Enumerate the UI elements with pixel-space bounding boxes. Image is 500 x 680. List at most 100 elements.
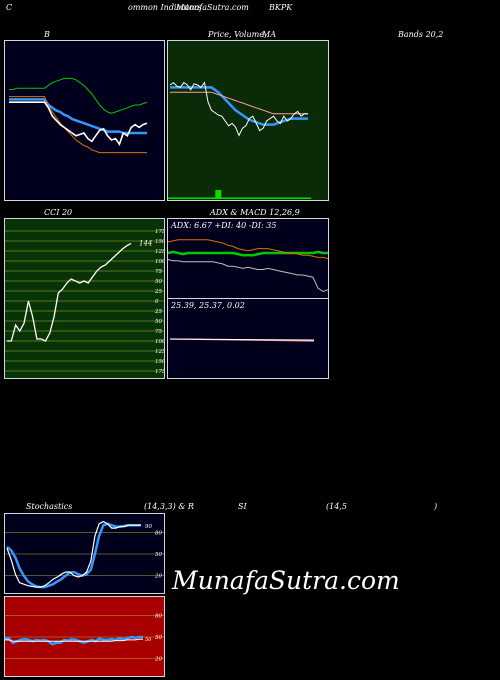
rsi-last-label: 50: [145, 637, 152, 643]
volume-bar: [260, 197, 267, 199]
series-line-green: [9, 77, 148, 114]
volume-bar: [201, 197, 208, 199]
stoch-tick-label: 80: [155, 530, 162, 536]
volume-bar: [194, 197, 201, 199]
bb-title: B: [44, 30, 50, 39]
rsi-panel: 80 50 20 50: [4, 596, 165, 677]
stoch-panel: 80 50 20 90: [4, 513, 165, 594]
macd-line: [169, 338, 315, 341]
cci-tick-label: 150: [155, 359, 164, 365]
bb-chart: [9, 77, 148, 154]
stoch-tick-label: 20: [154, 574, 162, 580]
adx-label: ADX: 6.67 +DI: 40 -DI: 35: [171, 221, 277, 230]
volume-bar: [211, 197, 218, 199]
volume-bar: [198, 197, 204, 199]
header-symbol: BKPK: [269, 3, 293, 12]
volume-bar: [215, 190, 222, 199]
cci-tick-label: 100: [155, 259, 164, 265]
rsi-tick-label: 20: [154, 657, 162, 663]
header-left: C: [6, 3, 13, 12]
volume-bar: [208, 197, 215, 199]
cci-last-label: 144: [139, 239, 152, 247]
volume-bar: [242, 197, 249, 199]
volume-bar: [205, 197, 211, 199]
cci-title: CCI 20: [44, 208, 73, 217]
cci-tick-label: 100: [155, 339, 164, 345]
price-chart: [168, 81, 311, 199]
volume-bar: [256, 197, 263, 199]
macd-label: 25.39, 25.37, 0.02: [171, 301, 245, 310]
volume-bar: [270, 197, 277, 199]
cci-tick-label: 125: [155, 249, 164, 255]
volume-bar: [236, 197, 242, 199]
volume-bar: [277, 197, 284, 199]
volume-bar: [249, 197, 256, 199]
cci-chart: 1751501251007550250255075100125150175144: [5, 229, 164, 375]
cci-tick-label: 50: [155, 319, 162, 325]
stoch-title: Stochastics: [26, 502, 73, 511]
series-line-blue: [170, 86, 308, 126]
bb-panel: [4, 40, 165, 201]
stoch-tick-label: 50: [155, 552, 162, 558]
volume-bar: [180, 197, 187, 199]
watermark: MunafaSutra.com: [172, 566, 400, 595]
series-line-blue: [5, 635, 143, 646]
volume-bar: [263, 197, 270, 199]
series-line-blue: [9, 98, 147, 135]
header-site: MunafaSutra.com: [176, 3, 249, 12]
adx-title: ADX & MACD 12,26,9: [210, 208, 300, 217]
cci-tick-label: 25: [154, 289, 162, 295]
series-line-white: [169, 81, 308, 137]
volume-bar: [229, 197, 236, 199]
rsi-close: ): [434, 502, 438, 511]
volume-bar: [239, 197, 246, 199]
stoch-params: (14,3,3) & R: [144, 502, 194, 511]
cci-tick-label: 175: [155, 229, 164, 235]
volume-bar: [287, 197, 294, 199]
cci-tick-label: 125: [155, 349, 164, 355]
volume-bar: [187, 197, 194, 199]
volume-bar: [177, 197, 184, 199]
series-line-+DI: [168, 250, 328, 257]
volume-bar: [267, 197, 273, 199]
volume-bar: [280, 197, 287, 199]
series-line-white: [7, 242, 132, 342]
series-line-ADX: [168, 259, 328, 293]
series-line-blue: [6, 522, 141, 589]
series-line--DI: [168, 239, 328, 259]
cci-tick-label: 50: [155, 279, 162, 285]
volume-bar: [291, 197, 298, 199]
volume-bar: [191, 197, 198, 199]
volume-bar: [298, 197, 305, 199]
ma-title: MA: [262, 30, 276, 39]
stoch-chart: 80 50 20 90: [5, 520, 164, 589]
series-line-white: [5, 638, 143, 642]
series-line-pink: [170, 91, 308, 115]
volume-bar: [225, 197, 232, 199]
macd-panel: 25.39, 25.37, 0.02: [167, 298, 329, 379]
rsi-chart: 80 50 20 50: [5, 613, 164, 663]
volume-bar: [305, 197, 311, 199]
series-line-orange: [9, 96, 147, 154]
volume-bar: [253, 197, 260, 199]
rsi-title: SI: [238, 502, 247, 511]
volume-bar: [173, 197, 180, 199]
cci-tick-label: 75: [155, 329, 162, 335]
volume-bar: [222, 197, 229, 199]
price-title: Price, Volume,: [208, 30, 267, 39]
cci-tick-label: 175: [155, 369, 164, 375]
series-line-white: [9, 101, 148, 146]
adx-panel: ADX: 6.67 +DI: 40 -DI: 35: [167, 218, 329, 299]
macd-chart: [169, 338, 315, 342]
cci-tick-label: 75: [155, 269, 162, 275]
header-mid: ommon Indicators: [128, 3, 202, 12]
volume-bar: [274, 197, 280, 199]
series-line-white: [6, 520, 141, 588]
volume-bar: [232, 197, 239, 199]
volume-bar: [301, 197, 308, 199]
bands-title: Bands 20,2: [398, 30, 444, 39]
adx-chart: [168, 239, 328, 293]
volume-bar: [184, 197, 191, 199]
volume-bar: [294, 197, 301, 199]
stoch-last-label: 90: [145, 524, 152, 530]
